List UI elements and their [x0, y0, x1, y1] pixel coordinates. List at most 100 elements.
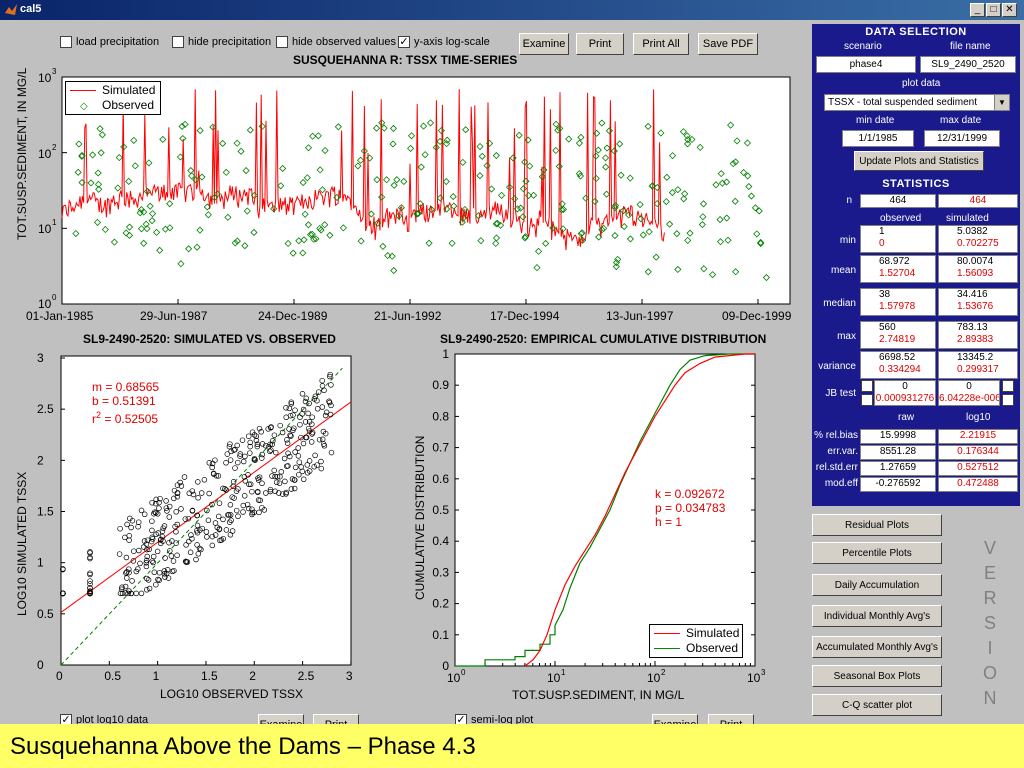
observed-point: [383, 176, 391, 184]
scatter-point: [267, 486, 274, 493]
timeseries-plot[interactable]: TOT.SUSP.SEDIMENT, IN MG/L 10 3 10 2 10 1 1…: [0, 60, 800, 325]
observed-point: [426, 119, 435, 127]
observed-point: [421, 151, 429, 159]
legend-observed: Observed: [102, 97, 155, 112]
scatter-point: [225, 512, 231, 518]
scatter-plot[interactable]: 0 0.5 1 1.5 2 2.5 3 0 0.5 1 1.5 2 2.5 3 LOG10 OBSERVE…: [0, 346, 370, 716]
plot-button-4[interactable]: Accumulated Monthly Avg's: [812, 636, 942, 658]
plot-button-0[interactable]: Residual Plots: [812, 514, 942, 536]
scatter-point: [240, 502, 247, 509]
examine-button[interactable]: Examine: [519, 33, 569, 55]
jb-observed-checkbox[interactable]: [861, 380, 873, 392]
observed-point: [306, 231, 315, 239]
print-all-button[interactable]: Print All: [633, 33, 689, 55]
observed-point: [95, 185, 103, 193]
chevron-down-icon[interactable]: ▼: [994, 95, 1009, 110]
jb-simulated-checkbox-2[interactable]: [1002, 394, 1014, 406]
scenario-field[interactable]: phase4: [816, 56, 916, 73]
observed-point: [243, 207, 251, 215]
checkbox-label: hide precipitation: [188, 36, 272, 48]
print-button[interactable]: Print: [576, 33, 624, 55]
min-date-field[interactable]: 1/1/1985: [842, 130, 914, 147]
scatter-point: [222, 486, 228, 492]
svg-text:0: 0: [52, 293, 57, 302]
plot-button-1[interactable]: Percentile Plots: [812, 542, 942, 564]
jb-simulated-checkbox[interactable]: [1002, 380, 1014, 392]
observed-point: [339, 224, 347, 232]
observed-point: [696, 143, 704, 151]
semilog-checkbox[interactable]: ✓ semi-log plot: [455, 714, 533, 726]
observed-point: [743, 139, 752, 147]
save-pdf-button[interactable]: Save PDF: [698, 33, 758, 55]
observed-point: [679, 128, 688, 136]
checkbox-box-checked[interactable]: ✓: [398, 36, 410, 48]
observed-point: [762, 273, 770, 282]
scatter-point: [195, 495, 201, 501]
scatter-point: [251, 509, 257, 516]
observed-point: [299, 249, 307, 257]
scatter-point: [231, 447, 237, 453]
observed-point: [443, 136, 451, 144]
h-text: h = 1: [655, 515, 683, 529]
plot-button-3[interactable]: Individual Monthly Avg's: [812, 605, 942, 627]
load-precip-checkbox[interactable]: load precipitation: [60, 36, 159, 48]
scatter-point: [231, 495, 237, 501]
scatter-point: [213, 472, 220, 479]
close-button[interactable]: ✕: [1002, 3, 1017, 17]
checkbox-box[interactable]: [276, 36, 288, 48]
observed-point: [575, 170, 583, 178]
scatter-point: [119, 584, 125, 591]
observed-point: [653, 200, 661, 208]
scatter-point: [199, 525, 205, 532]
plot-button-6[interactable]: C-Q scatter plot: [812, 694, 942, 716]
matlab-logo-icon: [5, 4, 17, 15]
filename-field[interactable]: SL9_2490_2520: [920, 56, 1016, 73]
plotdata-select[interactable]: TSSX - total suspended sediment ▼: [824, 94, 1010, 111]
err-raw-2: 1.27659: [860, 461, 936, 476]
stat-label-0: min: [839, 235, 856, 246]
svg-text:3: 3: [52, 67, 57, 76]
observed-point: [367, 210, 375, 218]
checkbox-box[interactable]: [60, 36, 72, 48]
scatter-point: [152, 509, 158, 515]
scatter-point: [130, 558, 137, 564]
minimize-button[interactable]: _: [970, 3, 985, 17]
plot-log10-checkbox[interactable]: ✓ plot log10 data: [60, 714, 148, 726]
scatter-point: [168, 553, 175, 559]
observed-point: [258, 122, 266, 130]
stat-value: 1: [879, 226, 885, 237]
data-selection-header: DATA SELECTION: [865, 26, 967, 38]
observed-point: [686, 229, 694, 237]
observed-point: [598, 119, 606, 127]
stat-label-4: variance: [818, 361, 856, 372]
observed-point: [595, 233, 603, 241]
scatter-point: [216, 500, 223, 506]
max-date-field[interactable]: 12/31/1999: [924, 130, 1000, 147]
observed-point: [582, 194, 590, 202]
scatter-point: [328, 402, 334, 409]
maximize-button[interactable]: □: [986, 3, 1001, 17]
scatter-point: [227, 441, 233, 447]
plotdata-label: plot data: [902, 78, 941, 89]
observed-point: [592, 174, 600, 183]
scatter-point: [87, 554, 93, 561]
hide-observed-checkbox[interactable]: hide observed values: [276, 36, 396, 48]
cdf-xtick: 10: [647, 671, 661, 685]
update-plots-button[interactable]: Update Plots and Statistics: [854, 151, 984, 171]
observed-point: [334, 123, 342, 131]
scatter-point: [240, 458, 247, 465]
legend-simulated: Simulated: [686, 625, 740, 640]
plot-button-5[interactable]: Seasonal Box Plots: [812, 665, 942, 687]
jb-observed-checkbox-2[interactable]: [861, 394, 873, 406]
scatter-point: [288, 399, 295, 405]
observed-point: [143, 225, 151, 233]
cdf-ytick: 1: [442, 347, 449, 361]
cdf-ylabel: CUMULATIVE DISTRIBUTION: [413, 436, 427, 600]
observed-point: [506, 183, 514, 191]
plot-button-2[interactable]: Daily Accumulation: [812, 574, 942, 596]
ylog-checkbox[interactable]: ✓ y-axis log-scale: [398, 36, 490, 48]
hide-precip-checkbox[interactable]: hide precipitation: [172, 36, 271, 48]
checkbox-box[interactable]: [172, 36, 184, 48]
scatter-point: [223, 527, 230, 533]
